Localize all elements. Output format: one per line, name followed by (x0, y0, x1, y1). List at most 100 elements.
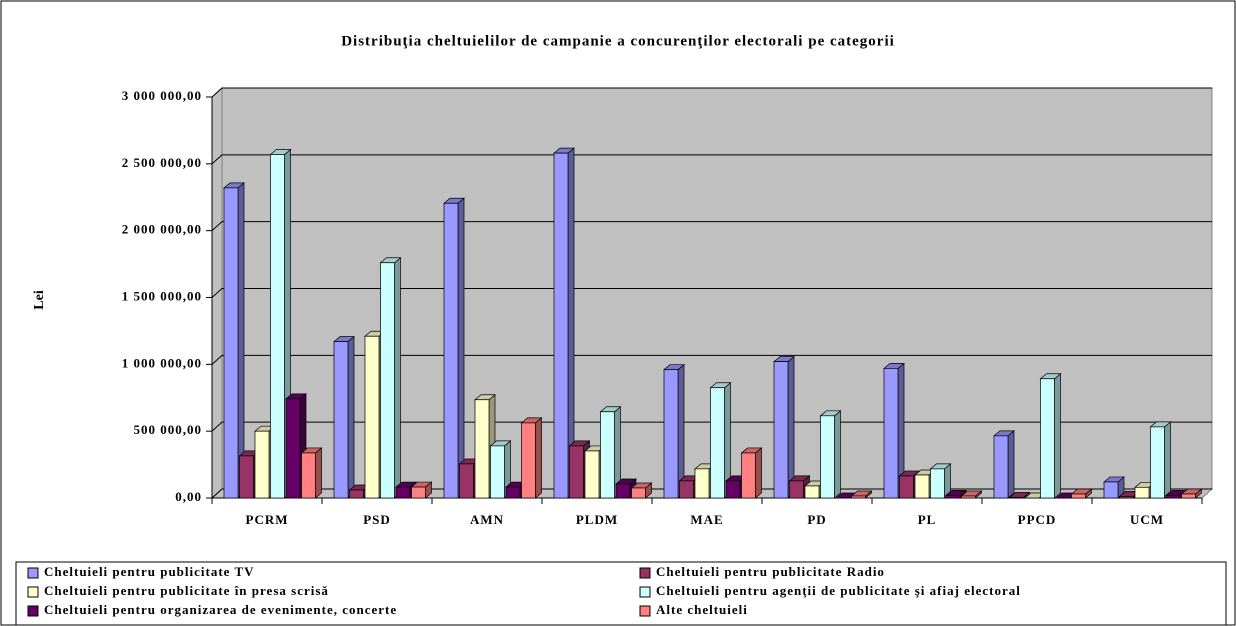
x-tick-label: AMN (470, 512, 504, 527)
bar-side (535, 417, 542, 499)
y-tick-label: 500 000,00 (134, 422, 203, 437)
bar-side (457, 197, 465, 499)
bar-front (474, 399, 490, 499)
y-tick-label: 2 000 000,00 (122, 222, 202, 237)
legend-label: Cheltuieli pentru publicitate Radio (656, 564, 885, 579)
bar (443, 197, 465, 499)
bar-side (347, 335, 355, 499)
bar-front (584, 450, 600, 499)
bar (489, 440, 512, 499)
y-tick-label: 2 500 000,00 (122, 155, 202, 170)
grid-line (211, 354, 1212, 365)
bar-front (223, 187, 239, 499)
bar (410, 481, 433, 499)
bar-front (521, 422, 536, 499)
y-tick-label: 3 000 000,00 (122, 88, 202, 103)
bar-side (237, 182, 245, 499)
bar-side (787, 355, 795, 499)
bar-front (254, 430, 270, 499)
bar-front (914, 474, 930, 499)
bar-front (1165, 494, 1181, 499)
bar-front (333, 341, 349, 499)
legend-box (15, 561, 1227, 626)
bar-front (349, 489, 364, 499)
bar-front (631, 487, 646, 499)
bar (819, 410, 842, 499)
grid-line (211, 421, 1212, 432)
bar (1103, 476, 1125, 499)
bar-front (961, 495, 976, 499)
bar-front (851, 495, 866, 499)
y-tick-label: 1 500 000,00 (122, 288, 202, 303)
bar-front (380, 262, 395, 499)
legend-label: Cheltuieli pentru publicitate TV (44, 564, 255, 579)
legend-swatch (27, 586, 39, 598)
bar (223, 182, 245, 499)
bar (630, 482, 653, 499)
legend-label: Cheltuieli pentru agenţii de publicitate… (656, 583, 1021, 598)
x-tick-label: PLDM (576, 512, 618, 527)
bar-front (1181, 493, 1196, 499)
bar (960, 490, 983, 499)
bar-front (1071, 493, 1086, 499)
bar-front (1150, 426, 1165, 499)
bar-front (789, 480, 804, 499)
bar-front (710, 387, 725, 499)
grid-line (211, 154, 1212, 165)
bar (740, 447, 763, 499)
bar-front (600, 411, 615, 499)
bar-front (443, 202, 459, 499)
bar-front (569, 445, 584, 499)
bar (333, 335, 355, 499)
legend-label: Cheltuieli pentru organizarea de evenime… (44, 602, 397, 617)
bar (1180, 488, 1203, 499)
bar (773, 355, 795, 499)
legend-swatch (639, 586, 651, 598)
bar-front (285, 398, 301, 499)
bar-front (1103, 481, 1119, 499)
bar-front (741, 452, 756, 499)
grid-line (211, 87, 1212, 98)
bar-front (899, 475, 914, 499)
chart-title: Distribuţia cheltuielilor de campanie a … (341, 33, 895, 49)
bar-front (364, 335, 380, 499)
bar-front (993, 435, 1009, 499)
bar-front (945, 494, 961, 499)
bar-front (395, 486, 411, 499)
bar-front (694, 468, 710, 499)
bar-front (553, 152, 569, 499)
bar (929, 463, 952, 499)
grid-line (211, 221, 1212, 232)
legend-swatch (27, 605, 39, 617)
y-tick-label: 0,00 (175, 489, 202, 504)
bar-front (459, 463, 474, 499)
bar-front (820, 415, 835, 499)
bar-front (615, 483, 631, 499)
bar (1149, 421, 1172, 499)
bar (1070, 488, 1093, 499)
x-tick-label: MAE (690, 512, 723, 527)
bar (850, 490, 873, 499)
bar-front (1040, 378, 1055, 499)
bar (379, 256, 402, 499)
bar-front (1134, 486, 1150, 499)
bar (883, 362, 905, 499)
bar-side (1164, 421, 1171, 499)
bar-side (394, 256, 401, 499)
bar-side (1054, 373, 1061, 499)
bar-front (1119, 496, 1134, 499)
x-tick-label: PCRM (246, 512, 289, 527)
bar-side (834, 410, 841, 499)
legend-swatch (639, 605, 651, 617)
bar-front (270, 154, 285, 499)
x-tick-label: PD (807, 512, 826, 527)
y-tick-label: 1 000 000,00 (122, 355, 202, 370)
legend-label: Cheltuieli pentru publicitate în presa s… (44, 583, 329, 598)
x-tick-label: PSD (363, 512, 391, 527)
bar-front (930, 468, 945, 499)
bar-front (773, 361, 789, 499)
bar-front (725, 480, 741, 499)
bar-side (315, 447, 322, 499)
bar (300, 447, 323, 499)
